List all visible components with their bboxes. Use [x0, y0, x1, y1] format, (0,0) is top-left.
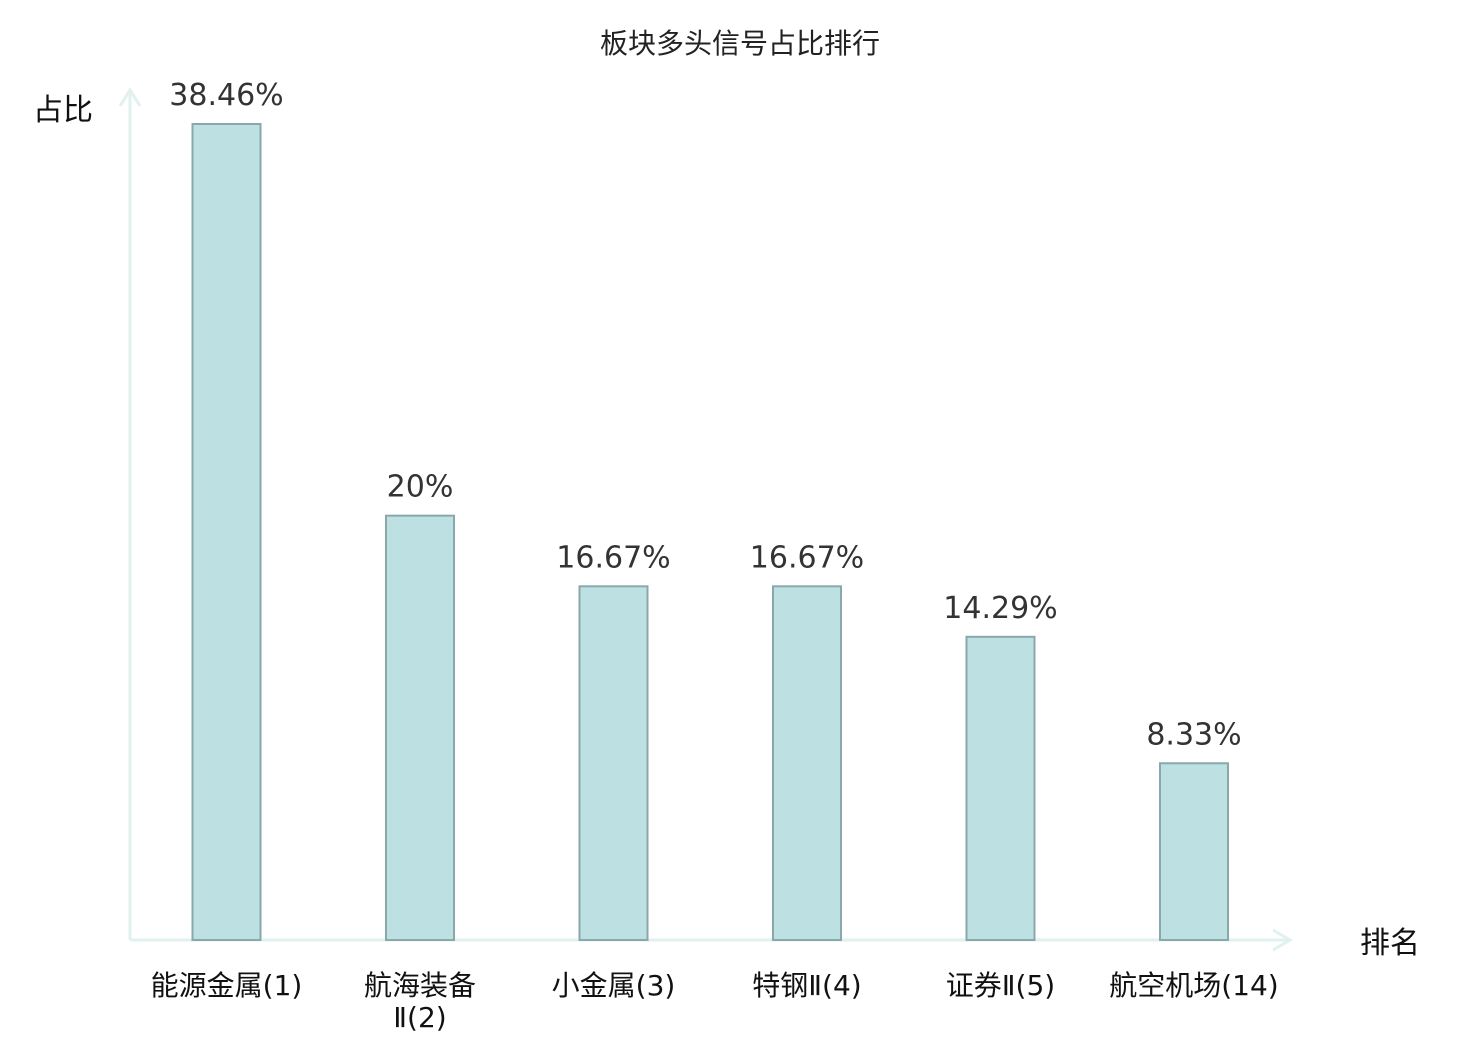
bar — [1159, 762, 1229, 942]
category-label: 航空机场(14) — [1109, 969, 1278, 1002]
value-label: 16.67% — [556, 540, 670, 575]
category-label: Ⅱ(2) — [393, 1001, 446, 1034]
x-axis-label: 排名 — [1360, 926, 1420, 961]
bar — [772, 585, 842, 941]
value-label: 14.29% — [943, 591, 1057, 626]
value-label: 20% — [387, 470, 454, 505]
bar — [578, 585, 649, 941]
category-label: 小金属(3) — [552, 969, 676, 1002]
bar — [965, 635, 1036, 941]
chart-title: 板块多头信号占比排行 — [600, 27, 880, 60]
bar — [385, 514, 455, 941]
x-axis-arrow — [1272, 928, 1293, 952]
category-label: 航海装备 — [364, 969, 476, 1002]
category-label: 特钢Ⅱ(4) — [752, 969, 861, 1002]
category-label: 证券Ⅱ(5) — [946, 969, 1055, 1002]
y-axis-arrow — [118, 87, 142, 107]
category-label: 能源金属(1) — [151, 969, 303, 1002]
value-label: 38.46% — [169, 78, 283, 113]
bar — [191, 123, 262, 941]
value-label: 16.67% — [750, 540, 864, 575]
y-axis-label: 占比 — [33, 93, 93, 128]
value-label: 8.33% — [1146, 717, 1241, 752]
